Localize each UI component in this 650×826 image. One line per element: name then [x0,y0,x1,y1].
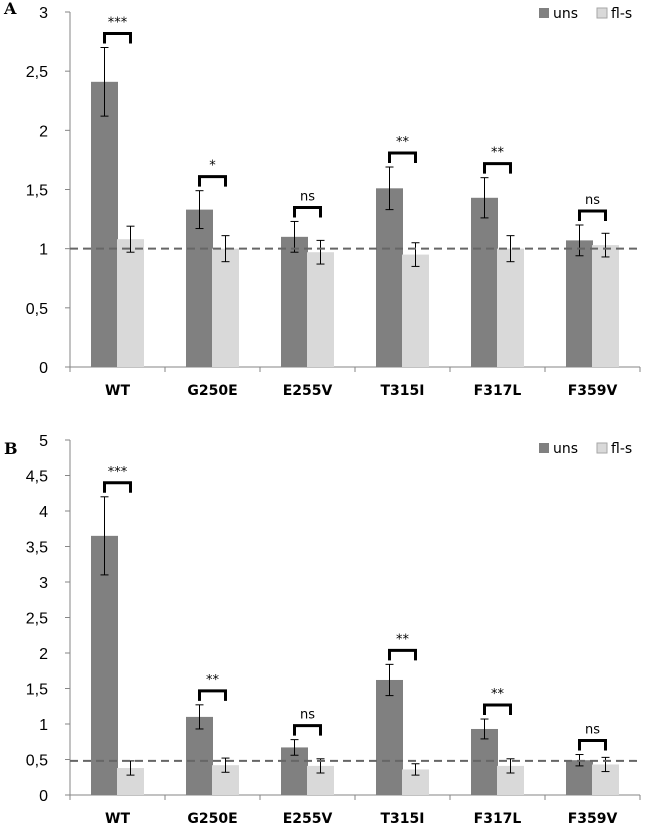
legend-label-uns: uns [553,6,578,22]
bar-uns [471,197,498,367]
significance-bracket [293,205,322,218]
significance-bracket [103,481,132,493]
y-tick-label: 1 [39,242,48,259]
bar-uns [186,716,213,795]
significance-label: ** [206,673,220,688]
x-category-label: E255V [283,383,333,399]
legend-swatch-uns [539,443,549,453]
significance-bracket [198,689,227,701]
y-tick-label: 2 [39,646,48,663]
x-category-label: F317L [474,383,522,399]
y-tick-label: 4 [39,504,48,521]
significance-label: * [209,159,216,174]
panel-label: A [3,0,17,18]
y-tick-label: 1,5 [26,682,48,699]
significance-label: ns [300,708,315,723]
legend-label-fl-s: fl-s [611,441,632,457]
chart-panel-b: B 0 0,5 1 1,5 2 2,5 3 3,5 4 4,5 5 WT *** G250E ** E255V n… [4,433,641,826]
legend-swatch-fl-s [596,442,608,454]
significance-bracket [388,648,417,661]
y-tick-label: 2 [39,123,48,140]
y-tick-label: 0 [39,788,48,805]
y-tick-label: 5 [39,433,48,450]
y-tick-label: 2,5 [26,64,48,81]
significance-label: *** [108,465,128,480]
significance-label: ** [396,135,410,150]
x-category-label: G250E [187,811,237,826]
x-category-label: F359V [568,383,618,399]
significance-bracket [483,703,512,716]
bar-fl-s [212,248,239,367]
y-tick-label: 2,5 [26,611,48,628]
significance-bracket [483,162,512,174]
significance-bracket [293,724,322,736]
significance-bracket [388,151,417,164]
x-category-label: WT [105,811,130,826]
y-tick-label: 0,5 [26,301,48,318]
significance-bracket [198,175,227,187]
x-category-label: T315I [381,811,425,826]
bar-uns [281,236,308,367]
significance-label: ** [491,687,505,702]
bar-fl-s [592,245,619,367]
bar-uns [91,81,118,368]
legend-label-uns: uns [553,441,578,457]
bar-uns [566,240,593,367]
y-tick-label: 0,5 [26,753,48,770]
y-tick-label: 1,5 [26,183,48,200]
bar-uns [376,679,403,795]
significance-bracket [103,32,132,44]
bar-uns [91,535,118,795]
significance-bracket [578,209,607,221]
y-tick-label: 4,5 [26,469,48,486]
y-tick-label: 3 [39,575,48,592]
significance-label: ns [585,723,600,738]
significance-bracket [578,739,607,751]
legend-label-fl-s: fl-s [611,6,632,22]
bar-uns [376,188,403,367]
x-category-label: T315I [381,383,425,399]
x-category-label: WT [105,383,130,399]
significance-label: ns [300,189,315,204]
significance-label: ns [585,193,600,208]
significance-label: *** [108,16,128,31]
bar-fl-s [497,248,524,367]
x-category-label: E255V [283,811,333,826]
bar-fl-s [117,239,144,367]
y-tick-label: 1 [39,717,48,734]
bar-fl-s [307,252,334,367]
x-category-label: F359V [568,811,618,826]
significance-label: ** [491,146,505,161]
legend-swatch-uns [539,8,549,18]
bar-uns [471,728,498,795]
y-tick-label: 3,5 [26,540,48,557]
chart-panel-a: A 0 0,5 1 1,5 2 2,5 3 WT *** G250E * E255V ns T315I ** F… [3,0,641,399]
legend-swatch-fl-s [596,7,608,19]
panel-label: B [4,439,18,458]
y-tick-label: 0 [39,360,48,377]
y-tick-label: 3 [39,5,48,22]
bar-fl-s [402,254,429,367]
significance-label: ** [396,632,410,647]
x-category-label: G250E [187,383,237,399]
bar-uns [186,209,213,367]
x-category-label: F317L [474,811,522,826]
